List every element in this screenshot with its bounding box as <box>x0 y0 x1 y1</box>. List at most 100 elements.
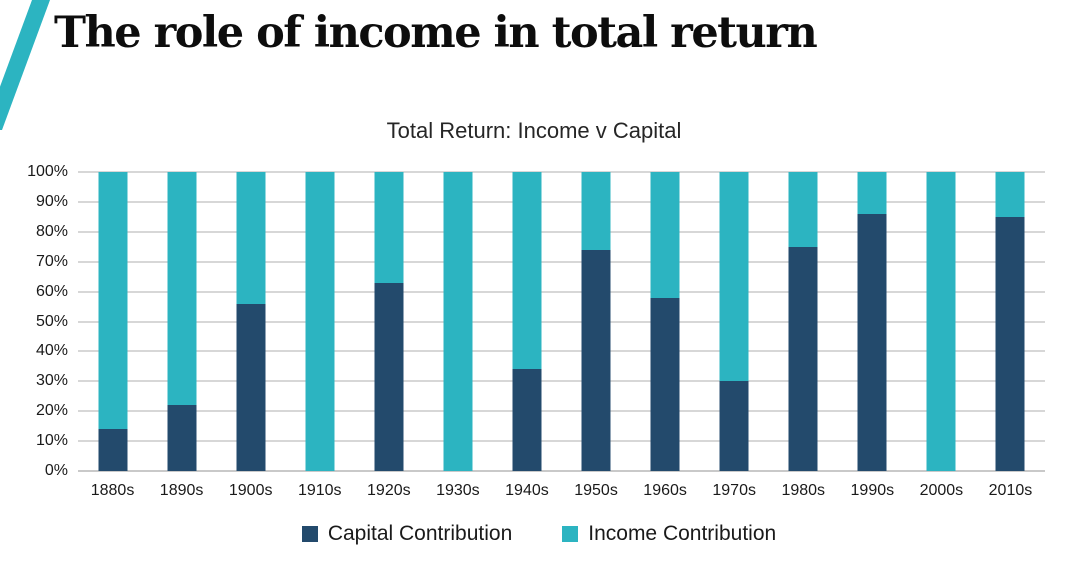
y-tick-label-50: 50% <box>35 312 68 330</box>
income-segment-1890s <box>167 172 197 406</box>
bar-slot-1880s <box>78 172 147 471</box>
bar-slot-1990s <box>838 172 907 471</box>
bar-slot-1910s <box>285 172 354 471</box>
stacked-bar-1950s <box>581 172 611 471</box>
bar-slot-2000s <box>907 172 976 471</box>
bar-slot-2010s <box>976 172 1045 471</box>
stacked-bar-1910s <box>305 172 335 471</box>
capital-segment-1980s <box>788 246 818 471</box>
stacked-bar-1900s <box>236 172 266 471</box>
legend-item-capital-contribution: Capital Contribution <box>301 522 513 546</box>
x-tick-label-1980s: 1980s <box>781 482 826 499</box>
capital-segment-1950s <box>581 249 611 471</box>
income-segment-2010s <box>995 172 1025 217</box>
x-tick-label-1900s: 1900s <box>228 482 273 499</box>
capital-segment-1880s <box>98 429 128 471</box>
income-segment-1880s <box>98 172 128 430</box>
x-tick-label-1880s: 1880s <box>90 482 135 499</box>
x-tick-label-1990s: 1990s <box>850 482 895 499</box>
x-tick-label-2010s: 2010s <box>988 482 1033 499</box>
income-segment-1900s <box>236 172 266 304</box>
stacked-bar-1890s <box>167 172 197 471</box>
plot-area: 0% 10% 20% 30% 40% 50% 60% 70% 80% 90% 100% 1880s 18… <box>27 163 1045 499</box>
income-segment-1930s <box>443 172 473 471</box>
y-tick-label-70: 70% <box>35 252 68 270</box>
x-tick-label-2000s: 2000s <box>919 482 964 499</box>
stacked-bar-1960s <box>650 172 680 471</box>
capital-segment-1920s <box>374 282 404 471</box>
capital-segment-1940s <box>512 369 542 471</box>
x-tick-label-1920s: 1920s <box>367 482 411 499</box>
income-segment-1950s <box>581 172 611 250</box>
bar-slot-1980s <box>769 172 838 471</box>
bar-slot-1930s <box>423 172 492 471</box>
y-tick-label-100: 100% <box>27 163 68 180</box>
stacked-bar-1940s <box>512 172 542 471</box>
stacked-bar-1920s <box>374 172 404 471</box>
bar-slot-1920s <box>354 172 423 471</box>
y-tick-label-80: 80% <box>35 222 68 240</box>
income-segment-1940s <box>512 172 542 370</box>
stacked-bar-2010s <box>995 172 1025 471</box>
gridline-80 <box>78 230 1045 233</box>
y-tick-label-90: 90% <box>35 192 68 210</box>
bar-slot-1940s <box>492 172 561 471</box>
x-tick-label-1890s: 1890s <box>159 482 204 499</box>
legend-swatch-icon <box>301 526 318 542</box>
income-segment-1960s <box>650 172 680 298</box>
brand-stripe-decoration <box>0 0 50 130</box>
y-tick-label-40: 40% <box>35 342 68 360</box>
y-tick-label-10: 10% <box>35 432 68 450</box>
bar-slot-1960s <box>631 172 700 471</box>
bar-slot-1900s <box>216 172 285 471</box>
legend-label: Income Contribution <box>588 522 777 545</box>
stacked-bar-2000s <box>926 172 956 471</box>
capital-segment-1890s <box>167 405 197 471</box>
y-tick-label-30: 30% <box>35 372 68 390</box>
income-segment-1990s <box>857 172 887 214</box>
gridline-60 <box>78 290 1045 293</box>
gridline-30 <box>78 380 1045 383</box>
x-tick-label-1910s: 1910s <box>297 482 342 499</box>
x-tick-label-1940s: 1940s <box>505 482 549 499</box>
gridline-20 <box>78 410 1045 413</box>
y-tick-label-60: 60% <box>35 282 68 300</box>
gridline-10 <box>78 440 1045 443</box>
legend: Capital Contribution Income Contribution <box>0 522 1078 546</box>
income-segment-1910s <box>305 172 335 471</box>
gridline-90 <box>78 200 1045 203</box>
y-tick-label-0: 0% <box>44 462 68 479</box>
legend-swatch-icon <box>562 526 579 542</box>
gridline-40 <box>78 350 1045 353</box>
stacked-bar-1970s <box>719 172 749 471</box>
x-tick-label-1960s: 1960s <box>643 482 687 499</box>
legend-label: Capital Contribution <box>327 522 513 545</box>
capital-segment-1970s <box>719 381 749 471</box>
page-title: The role of income in total return <box>54 8 818 58</box>
capital-segment-2010s <box>995 216 1025 471</box>
income-segment-1980s <box>788 172 818 247</box>
chart-title: Total Return: Income v Capital <box>386 118 682 143</box>
x-tick-label-1930s: 1930s <box>436 482 480 499</box>
gridline-100 <box>78 171 1045 173</box>
capital-segment-1960s <box>650 297 680 471</box>
bar-slot-1950s <box>562 172 631 471</box>
income-segment-1970s <box>719 172 749 382</box>
gridline-50 <box>78 320 1045 323</box>
income-segment-1920s <box>374 172 404 283</box>
gridline-0 <box>78 470 1045 472</box>
legend-item-income-contribution: Income Contribution <box>562 522 776 546</box>
stacked-bar-1990s <box>857 172 887 471</box>
x-tick-label-1950s: 1950s <box>574 482 618 499</box>
y-tick-label-20: 20% <box>35 402 68 420</box>
capital-segment-1990s <box>857 213 887 471</box>
capital-segment-1900s <box>236 303 266 471</box>
stacked-bar-1930s <box>443 172 473 471</box>
gridline-70 <box>78 260 1045 263</box>
bar-slot-1890s <box>147 172 216 471</box>
stacked-bar-1880s <box>98 172 128 471</box>
x-tick-label-1970s: 1970s <box>712 482 756 499</box>
stacked-bar-1980s <box>788 172 818 471</box>
income-segment-2000s <box>926 172 956 471</box>
